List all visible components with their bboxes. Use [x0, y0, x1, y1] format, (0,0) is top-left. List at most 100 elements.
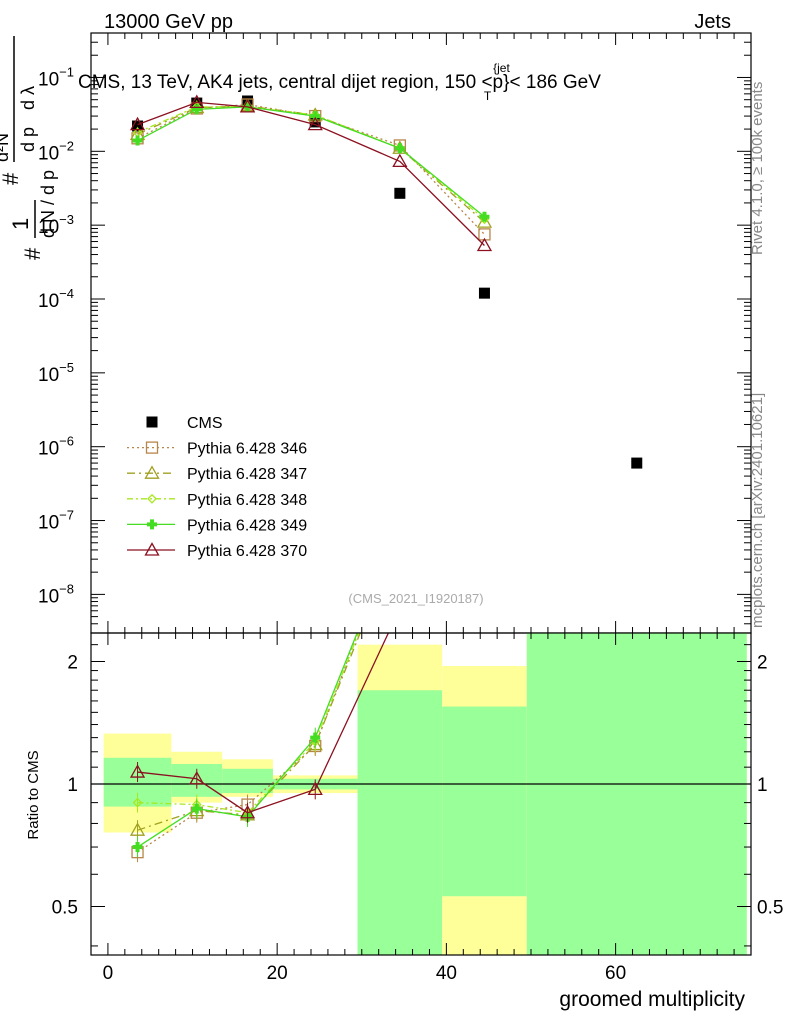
legend-label-p347: Pythia 6.428 347: [187, 466, 307, 483]
ratio-ytick-label-left: 0.5: [52, 897, 78, 918]
y-tick-exp: −8: [59, 581, 74, 596]
ratio-point-p349-0: [132, 842, 143, 853]
ratio-point-p370-0: [129, 764, 146, 778]
ratio-point-p347-0: [129, 822, 146, 836]
ratio-band-green-5: [442, 706, 527, 897]
title-suffix: }< 186 GeV: [503, 72, 601, 93]
y-tick-base: 10: [38, 217, 59, 238]
legend-label-p370: Pythia 6.428 370: [187, 543, 307, 560]
x-tick-label: 0: [103, 963, 114, 984]
legend-entry-cms: CMS: [146, 415, 223, 432]
y-tick-exp: −5: [59, 360, 74, 375]
series-p370: [129, 94, 493, 252]
point-p370-5: [476, 237, 493, 252]
y-tick-label: 10−3: [38, 212, 74, 238]
ratio-ytick-label-left: 2: [67, 653, 78, 674]
svg-text:d λ: d λ: [18, 86, 38, 110]
legend-marker-p346: [145, 441, 159, 454]
y-tick-label: 10−7: [38, 508, 74, 534]
point-p349-5: [479, 211, 490, 222]
ratio-frame: [90, 632, 752, 956]
series-line-p349: [137, 106, 485, 218]
y-tick-label: 10−4: [38, 286, 74, 312]
y-tick-exp: −4: [59, 286, 74, 301]
ratio-band-green-2: [222, 768, 273, 794]
point-p370-3: [307, 116, 323, 131]
y-tick-label: 10−2: [38, 138, 74, 164]
legend-label-p348: Pythia 6.428 348: [187, 492, 307, 509]
legend-marker-p348: [147, 493, 157, 504]
header-left: 13000 GeV pp: [104, 11, 233, 33]
y-tick-base: 10: [38, 69, 59, 90]
legend-entry-p370: Pythia 6.428 370: [127, 542, 307, 560]
ratio-series-p370: [129, 633, 390, 823]
legend-label-cms: CMS: [187, 415, 223, 432]
legend-marker-cms: [146, 416, 158, 428]
ratio-line-p348: [137, 633, 360, 814]
ratio-point-p370-1: [189, 770, 205, 785]
svg-text:d N / d p: d N / d p: [38, 170, 58, 238]
ratio-point-p349-3: [310, 732, 321, 743]
svg-text:#: #: [0, 172, 23, 185]
main-plot-title: CMS, 13 TeV, AK4 jets, central dijet reg…: [78, 61, 601, 103]
legend-marker-p349: [147, 519, 157, 530]
series-cms: [132, 95, 643, 469]
y-tick-label: 10−5: [38, 360, 74, 386]
point-p370-2: [239, 99, 256, 113]
legend: CMS Pythia 6.428 346 Pythia 6.428 347 Pythi…: [127, 415, 307, 560]
y-tick-base: 10: [38, 365, 59, 386]
y-tick-base: 10: [38, 513, 59, 534]
legend-marker-p347: [144, 465, 160, 479]
x-tick-label: 40: [436, 963, 457, 984]
x-tick-label: 20: [267, 963, 288, 984]
y-tick-label: 10−8: [38, 581, 74, 607]
point-p349-1: [191, 104, 202, 115]
ratio-band-green-4: [357, 690, 443, 955]
y-tick-exp: −7: [59, 508, 74, 523]
y-tick-exp: −1: [59, 64, 74, 79]
point-p370-4: [392, 153, 408, 168]
ratio-ytick-label-left: 1: [67, 775, 78, 796]
header-right: Jets: [694, 11, 731, 33]
point-p370-0: [129, 116, 146, 131]
svg-text:#: #: [20, 247, 45, 260]
legend-entry-p346: Pythia 6.428 346: [127, 441, 307, 458]
legend-marker-p370: [144, 542, 160, 556]
point-p349-3: [310, 111, 321, 122]
point-p349-4: [394, 143, 405, 154]
ratio-point-p370-3: [307, 781, 323, 796]
y-tick-base: 10: [38, 586, 59, 607]
point-cms-0: [132, 120, 144, 132]
point-p370-1: [189, 94, 205, 109]
ratio-point-p370-2: [239, 804, 256, 819]
title-sup: {jet: [493, 61, 510, 75]
y-tick-base: 10: [38, 143, 59, 164]
point-cms-4: [394, 187, 406, 199]
ratio-point-p348-0: [132, 797, 143, 808]
legend-entry-p348: Pythia 6.428 348: [127, 492, 307, 509]
title-prefix: CMS, 13 TeV, AK4 jets, central dijet reg…: [78, 72, 503, 93]
legend-entry-p347: Pythia 6.428 347: [127, 465, 307, 483]
svg-text:1: 1: [8, 218, 33, 230]
title-sub: T: [484, 89, 492, 103]
point-p349-0: [132, 135, 143, 146]
legend-label-p349: Pythia 6.428 349: [187, 517, 307, 534]
svg-text:d p: d p: [18, 127, 38, 152]
x-tick-label: 60: [605, 963, 626, 984]
x-axis-label: groomed multiplicity: [559, 988, 745, 1011]
legend-label-p346: Pythia 6.428 346: [187, 441, 307, 458]
ratio-panel: 0 20 40 60 0.5 0.5 1 1 2 2: [52, 632, 783, 984]
main-panel: 10−810−710−610−510−410−310−210−1: [38, 32, 752, 634]
analysis-watermark: (CMS_2021_I1920187): [348, 591, 483, 606]
y-tick-exp: −3: [59, 212, 74, 227]
y-tick-exp: −6: [59, 434, 74, 449]
point-cms-6: [631, 457, 643, 469]
source-text: mcplots.cern.ch [arXiv:2401.10621]: [749, 393, 766, 628]
svg-text:d²N: d²N: [0, 133, 12, 162]
y-tick-label: 10−1: [38, 64, 74, 90]
ratio-ytick-label-right: 1: [757, 775, 768, 796]
main-y-axis-label: # 1 d N / d p # d²N d p d λ: [0, 36, 58, 260]
ratio-ytick-label-right: 2: [757, 653, 768, 674]
point-cms-5: [478, 287, 490, 299]
